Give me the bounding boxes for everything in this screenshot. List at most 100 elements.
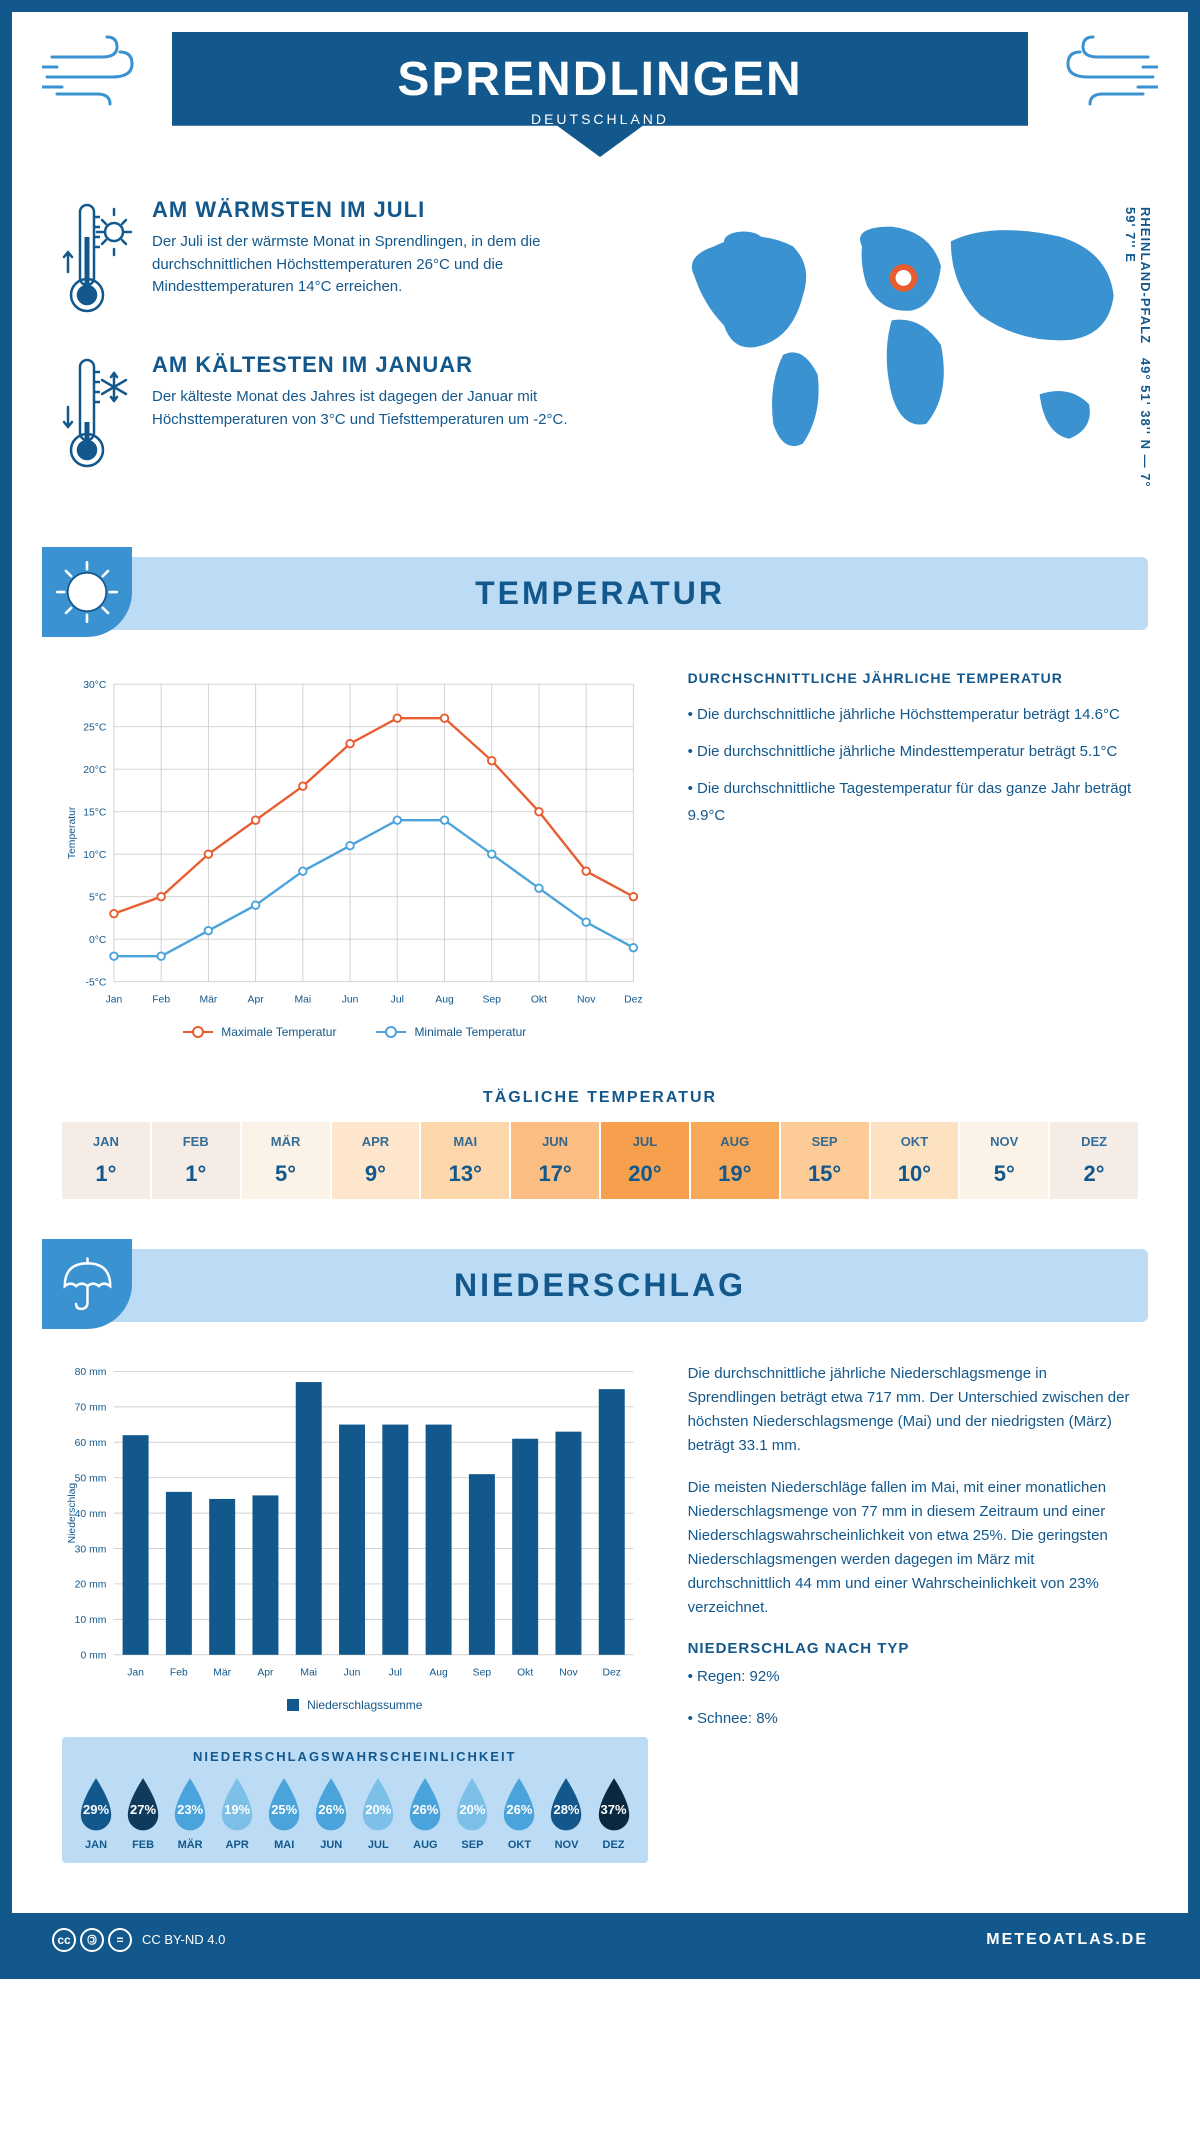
svg-text:Sep: Sep	[473, 1668, 492, 1679]
probability-cell: 20%SEP	[450, 1776, 494, 1851]
page-title: SPRENDLINGEN	[212, 52, 988, 107]
thermometer-hot-icon	[62, 197, 132, 322]
daily-cell: MAI13°	[421, 1122, 509, 1199]
probability-cell: 26%JUN	[309, 1776, 353, 1851]
summary-bullet: • Die durchschnittliche Tagestemperatur …	[688, 775, 1138, 829]
precip-paragraph: Die meisten Niederschläge fallen im Mai,…	[688, 1476, 1138, 1620]
summary-bullet: • Die durchschnittliche jährliche Mindes…	[688, 738, 1138, 765]
thermometer-cold-icon	[62, 352, 132, 477]
precipitation-left: 0 mm 10 mm 20 mm 30 mm 40 mm 50 mm 60 mm 70 mm 8…	[62, 1362, 648, 1863]
daily-temp-title: TÄGLICHE TEMPERATUR	[12, 1089, 1188, 1107]
fact-title: AM WÄRMSTEN IM JULI	[152, 197, 605, 223]
probability-cell: 37%DEZ	[592, 1776, 636, 1851]
svg-text:Mai: Mai	[294, 994, 311, 1005]
daily-cell: JAN1°	[62, 1122, 150, 1199]
svg-text:60 mm: 60 mm	[75, 1438, 107, 1449]
svg-text:0 mm: 0 mm	[80, 1651, 106, 1662]
wind-icon	[1038, 32, 1158, 112]
fact-text: Der Juli ist der wärmste Monat in Sprend…	[152, 231, 605, 299]
svg-text:Jan: Jan	[106, 994, 123, 1005]
cc-icons: cc 🄯 =	[52, 1928, 132, 1952]
chart-legend: Niederschlagssumme	[62, 1698, 648, 1712]
footer: cc 🄯 = CC BY-ND 4.0 METEOATLAS.DE	[12, 1913, 1188, 1967]
precipitation-text: Die durchschnittliche jährliche Niedersc…	[688, 1362, 1138, 1863]
svg-text:Temperatur: Temperatur	[67, 806, 78, 859]
probability-cell: 20%JUL	[356, 1776, 400, 1851]
svg-text:Jun: Jun	[342, 994, 359, 1005]
fact-text: Der kälteste Monat des Jahres ist dagege…	[152, 386, 605, 431]
sun-icon	[42, 547, 132, 637]
precip-type-bullet: • Regen: 92%	[688, 1665, 1138, 1689]
svg-text:20 mm: 20 mm	[75, 1580, 107, 1591]
svg-text:10 mm: 10 mm	[75, 1615, 107, 1626]
legend-min: Minimale Temperatur	[376, 1025, 526, 1039]
chart-legend: Maximale Temperatur Minimale Temperatur	[62, 1025, 648, 1039]
umbrella-icon	[42, 1239, 132, 1329]
svg-text:Okt: Okt	[531, 994, 547, 1005]
probability-cell: 26%OKT	[497, 1776, 541, 1851]
svg-text:Okt: Okt	[517, 1668, 533, 1679]
svg-text:Jul: Jul	[389, 1668, 402, 1679]
svg-text:Apr: Apr	[248, 994, 265, 1005]
probability-cell: 29%JAN	[74, 1776, 118, 1851]
svg-text:30°C: 30°C	[83, 680, 107, 691]
legend-sum: Niederschlagssumme	[287, 1698, 422, 1712]
fact-title: AM KÄLTESTEN IM JANUAR	[152, 352, 605, 378]
svg-text:Niederschlag: Niederschlag	[67, 1483, 78, 1544]
precipitation-section-header: NIEDERSCHLAG	[52, 1249, 1148, 1322]
daily-cell: DEZ2°	[1050, 1122, 1138, 1199]
probability-cell: 25%MAI	[262, 1776, 306, 1851]
daily-cell: SEP15°	[781, 1122, 869, 1199]
svg-text:40 mm: 40 mm	[75, 1509, 107, 1520]
coordinates-label: RHEINLAND-PFALZ 49° 51' 38'' N — 7° 59' …	[1123, 207, 1153, 507]
fact-content: AM KÄLTESTEN IM JANUAR Der kälteste Mona…	[152, 352, 605, 477]
daily-cell: OKT10°	[871, 1122, 959, 1199]
by-icon: 🄯	[80, 1928, 104, 1952]
site-name: METEOATLAS.DE	[986, 1931, 1148, 1949]
map-column: RHEINLAND-PFALZ 49° 51' 38'' N — 7° 59' …	[645, 197, 1138, 507]
svg-text:20°C: 20°C	[83, 765, 107, 776]
fact-content: AM WÄRMSTEN IM JULI Der Juli ist der wär…	[152, 197, 605, 322]
daily-temp-grid: JAN1°FEB1°MÄR5°APR9°MAI13°JUN17°JUL20°AU…	[62, 1122, 1138, 1199]
daily-cell: APR9°	[332, 1122, 420, 1199]
svg-text:Jan: Jan	[127, 1668, 144, 1679]
probability-grid: 29%JAN27%FEB23%MÄR19%APR25%MAI26%JUN20%J…	[74, 1776, 636, 1851]
svg-text:80 mm: 80 mm	[75, 1367, 107, 1378]
infographic-frame: SPRENDLINGEN DEUTSCHLAND AM WÄRMSTEN IM …	[0, 0, 1200, 1979]
title-banner: SPRENDLINGEN DEUTSCHLAND	[172, 32, 1028, 157]
wind-icon	[42, 32, 162, 112]
temperature-section-header: TEMPERATUR	[52, 557, 1148, 630]
svg-text:-5°C: -5°C	[86, 977, 107, 988]
svg-text:Mai: Mai	[300, 1668, 317, 1679]
daily-cell: AUG19°	[691, 1122, 779, 1199]
svg-text:0°C: 0°C	[89, 935, 107, 946]
svg-text:30 mm: 30 mm	[75, 1544, 107, 1555]
temperature-body: -5°C0°C5°C10°C15°C20°C25°C30°CJanFebMärA…	[12, 650, 1188, 1059]
section-title: TEMPERATUR	[475, 575, 725, 612]
probability-cell: 26%AUG	[403, 1776, 447, 1851]
daily-cell: MÄR5°	[242, 1122, 330, 1199]
svg-text:70 mm: 70 mm	[75, 1403, 107, 1414]
page-subtitle: DEUTSCHLAND	[212, 111, 988, 127]
summary-bullet: • Die durchschnittliche jährliche Höchst…	[688, 701, 1138, 728]
probability-cell: 27%FEB	[121, 1776, 165, 1851]
header-area: SPRENDLINGEN DEUTSCHLAND	[12, 12, 1188, 157]
svg-text:Sep: Sep	[482, 994, 501, 1005]
daily-cell: FEB1°	[152, 1122, 240, 1199]
warmest-fact: AM WÄRMSTEN IM JULI Der Juli ist der wär…	[62, 197, 605, 322]
legend-max: Maximale Temperatur	[183, 1025, 336, 1039]
svg-text:Mär: Mär	[199, 994, 217, 1005]
precipitation-body: 0 mm 10 mm 20 mm 30 mm 40 mm 50 mm 60 mm 70 mm 8…	[12, 1342, 1188, 1883]
precip-type-bullet: • Schnee: 8%	[688, 1707, 1138, 1731]
probability-cell: 23%MÄR	[168, 1776, 212, 1851]
svg-text:Nov: Nov	[577, 994, 596, 1005]
svg-text:50 mm: 50 mm	[75, 1473, 107, 1484]
svg-text:Feb: Feb	[152, 994, 170, 1005]
probability-cell: 19%APR	[215, 1776, 259, 1851]
svg-text:Dez: Dez	[624, 994, 642, 1005]
world-map-icon	[645, 197, 1138, 473]
svg-text:5°C: 5°C	[89, 892, 107, 903]
svg-text:Feb: Feb	[170, 1668, 188, 1679]
svg-text:10°C: 10°C	[83, 850, 107, 861]
svg-text:15°C: 15°C	[83, 807, 107, 818]
